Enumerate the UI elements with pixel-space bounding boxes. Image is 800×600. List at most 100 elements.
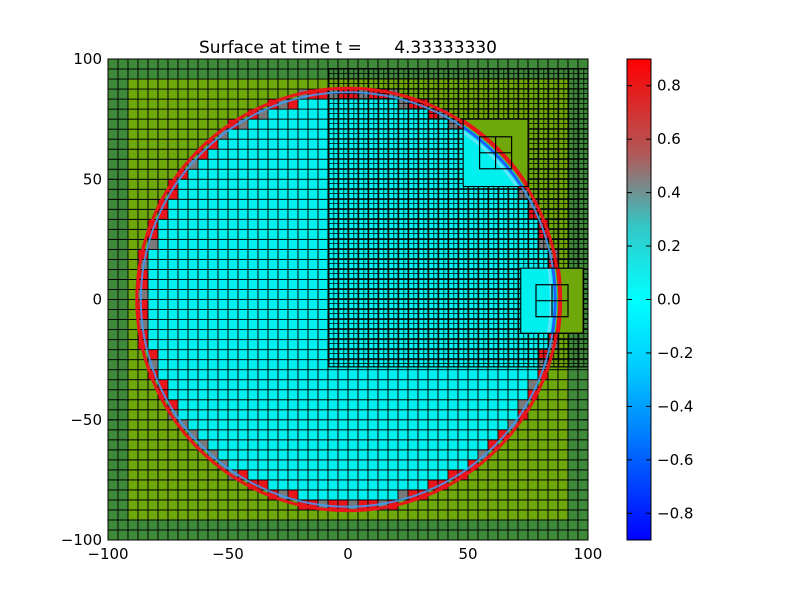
grid-cell — [177, 289, 189, 300]
grid-cell — [317, 479, 329, 491]
grid-cell — [487, 228, 499, 240]
grid-cell — [487, 409, 499, 421]
grid-cell — [307, 349, 319, 361]
grid-cell — [537, 59, 549, 70]
grid-cell — [337, 359, 349, 371]
grid-cell — [187, 349, 199, 361]
grid-cell — [437, 238, 449, 250]
grid-cell — [108, 409, 119, 421]
grid-cell — [487, 68, 499, 80]
grid-cell — [307, 329, 319, 341]
grid-cell — [577, 509, 588, 521]
grid-cell — [337, 499, 349, 511]
grid-cell — [367, 138, 379, 150]
grid-cell — [207, 268, 219, 280]
grid-cell — [247, 459, 259, 471]
grid-cell — [217, 98, 229, 110]
grid-cell — [427, 369, 439, 381]
grid-cell — [127, 78, 139, 90]
grid-cell — [297, 379, 309, 391]
grid-cell — [307, 59, 319, 70]
grid-cell — [117, 499, 129, 511]
grid-cell — [277, 258, 289, 270]
grid-cell — [267, 389, 279, 401]
grid-cell — [237, 208, 249, 220]
grid-cell — [557, 68, 569, 80]
grid-cell — [247, 268, 259, 280]
grid-cell — [457, 419, 469, 431]
grid-cell — [207, 309, 219, 320]
grid-cell — [407, 399, 419, 411]
grid-cell — [157, 218, 169, 230]
grid-cell — [577, 128, 588, 140]
grid-cell — [157, 158, 169, 170]
grid-cell — [407, 268, 419, 280]
grid-cell — [147, 178, 159, 190]
grid-cell — [387, 329, 399, 341]
grid-cell — [137, 399, 149, 411]
grid-cell — [227, 158, 239, 170]
grid-cell — [437, 128, 449, 140]
grid-cell — [347, 459, 359, 471]
grid-cell — [187, 519, 199, 531]
grid-cell — [507, 409, 519, 421]
grid-cell — [207, 188, 219, 200]
grid-cell — [407, 188, 419, 200]
grid-cell — [497, 449, 509, 461]
grid-cell — [567, 98, 579, 110]
grid-cell — [237, 158, 249, 170]
grid-cell — [347, 208, 359, 220]
colorbar-tick-label: 0.0 — [657, 291, 681, 309]
grid-cell — [447, 499, 459, 511]
grid-cell — [297, 369, 309, 381]
grid-cell — [108, 128, 119, 140]
grid-cell — [357, 238, 369, 250]
grid-cell — [307, 68, 319, 80]
grid-cell — [307, 489, 319, 501]
grid-cell — [487, 359, 499, 371]
grid-cell — [447, 268, 459, 280]
grid-cell — [147, 289, 159, 300]
grid-cell — [227, 299, 239, 310]
grid-cell — [257, 339, 269, 351]
grid-cell — [527, 459, 539, 471]
grid-cell — [427, 419, 439, 431]
grid-cell — [417, 449, 429, 461]
grid-cell — [237, 238, 249, 250]
grid-cell — [447, 279, 459, 290]
grid-cell — [337, 409, 349, 421]
grid-cell — [447, 349, 459, 361]
grid-cell — [557, 429, 569, 441]
grid-cell — [247, 299, 259, 310]
grid-cell — [117, 108, 129, 120]
grid-cell — [357, 319, 369, 331]
grid-cell — [307, 218, 319, 230]
grid-cell — [297, 59, 309, 70]
grid-cell — [317, 228, 329, 240]
grid-cell — [277, 279, 289, 290]
grid-cell — [108, 509, 119, 521]
grid-cell — [547, 389, 559, 401]
grid-cell — [108, 108, 119, 120]
grid-cell — [108, 88, 119, 100]
grid-cell — [557, 178, 569, 190]
grid-cell — [477, 509, 489, 521]
grid-cell — [397, 399, 409, 411]
grid-cell — [177, 499, 189, 511]
x-tick-label: −50 — [212, 545, 244, 563]
grid-cell — [497, 59, 509, 70]
grid-cell — [437, 218, 449, 230]
x-axis: −100 −50 0 50 100 — [87, 59, 602, 563]
grid-cell — [437, 379, 449, 391]
grid-cell — [257, 279, 269, 290]
grid-cell — [157, 128, 169, 140]
grid-cell — [407, 509, 419, 521]
grid-cell — [157, 168, 169, 180]
grid-cell — [347, 279, 359, 290]
grid-cell — [427, 208, 439, 220]
grid-cell — [217, 59, 229, 70]
grid-cell — [108, 148, 119, 160]
grid-cell — [467, 198, 479, 210]
grid-cell — [207, 499, 219, 511]
grid-cell — [507, 309, 519, 320]
